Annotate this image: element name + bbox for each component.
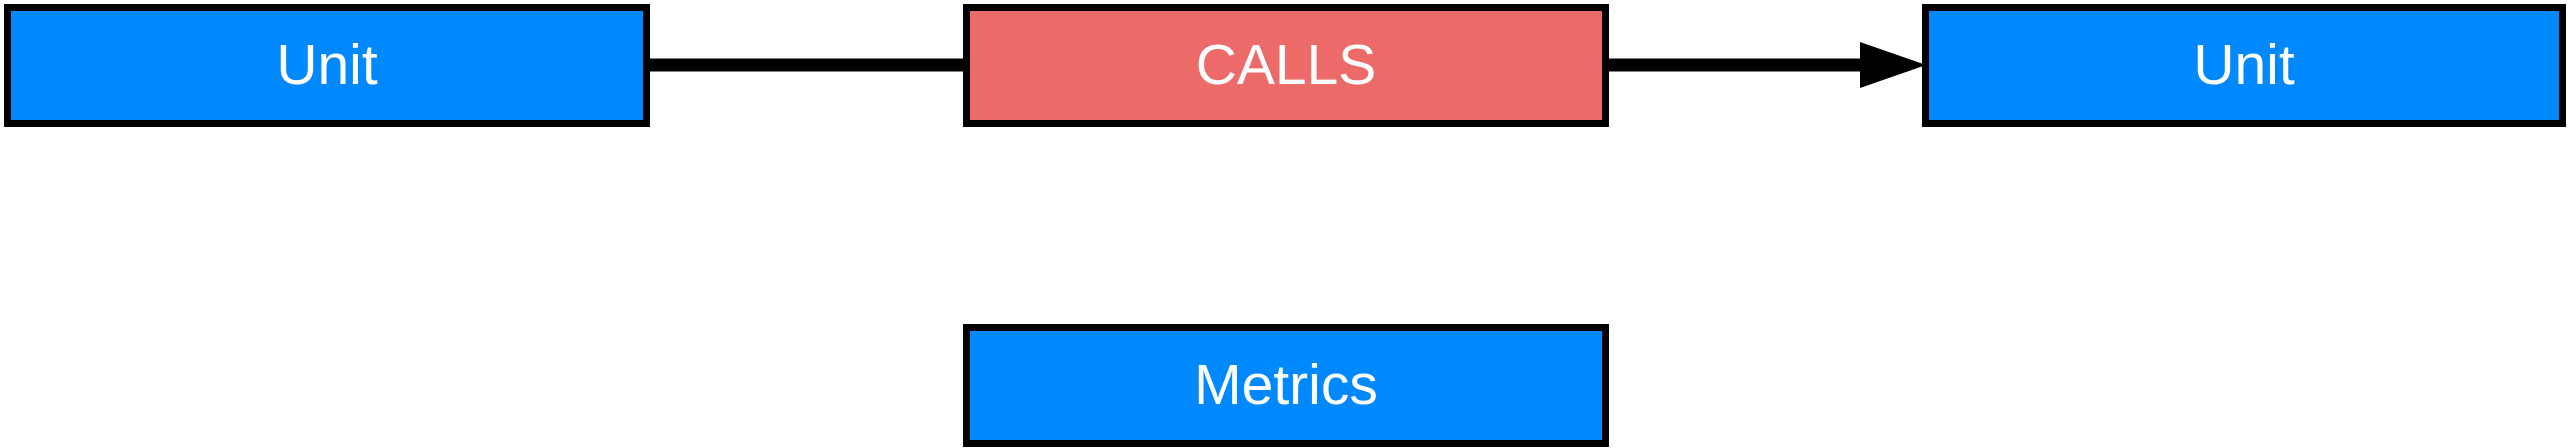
arrowhead-icon [1860,42,1926,88]
calls-relationship-node[interactable]: CALLS [963,4,1609,127]
metrics-label: Metrics [1194,353,1378,417]
source-unit-node[interactable]: Unit [4,4,650,127]
target-unit-label: Unit [2193,33,2295,97]
source-unit-label: Unit [276,33,378,97]
calls-label: CALLS [1195,33,1377,97]
metrics-node[interactable]: Metrics [963,324,1609,447]
target-unit-node[interactable]: Unit [1922,4,2566,127]
